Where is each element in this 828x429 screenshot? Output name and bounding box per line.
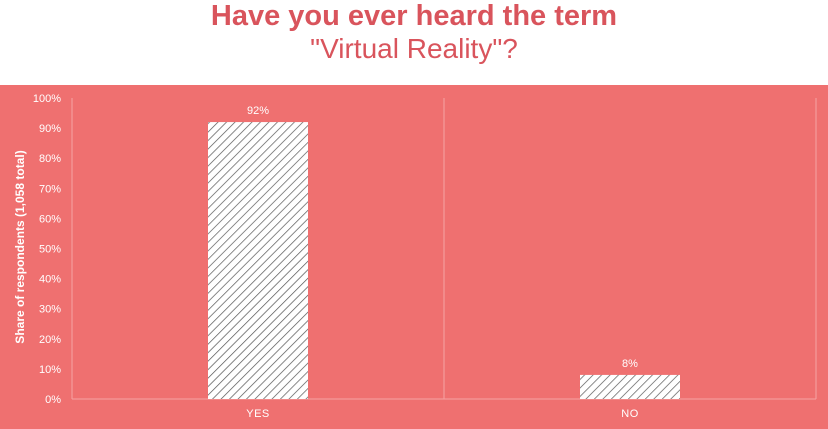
y-tick-label: 100% [33, 93, 61, 105]
bar-no [580, 374, 680, 399]
chart-header: Have you ever heard the term "Virtual Re… [0, 0, 828, 84]
chart-panel [0, 85, 828, 429]
value-label: 92% [247, 105, 269, 117]
bar-chart: Share of respondents (1,058 total) 0% 10%… [13, 93, 817, 420]
y-tick-label: 70% [39, 183, 61, 195]
x-category-label: YES [246, 408, 270, 420]
chart-subtitle: "Virtual Reality"? [310, 33, 518, 64]
y-tick-label: 90% [39, 123, 61, 135]
y-tick-label: 80% [39, 153, 61, 165]
bar-yes [208, 122, 308, 399]
y-tick-label: 10% [39, 364, 61, 376]
y-tick-label: 60% [39, 213, 61, 225]
y-tick-label: 30% [39, 304, 61, 316]
value-label: 8% [622, 358, 638, 370]
y-tick-label: 0% [45, 394, 61, 406]
y-tick-label: 50% [39, 244, 61, 256]
x-category-label: NO [621, 408, 639, 420]
y-axis-title: Share of respondents (1,058 total) [13, 150, 27, 343]
y-tick-label: 20% [39, 334, 61, 346]
chart-title: Have you ever heard the term [210, 0, 618, 32]
y-tick-label: 40% [39, 274, 61, 286]
